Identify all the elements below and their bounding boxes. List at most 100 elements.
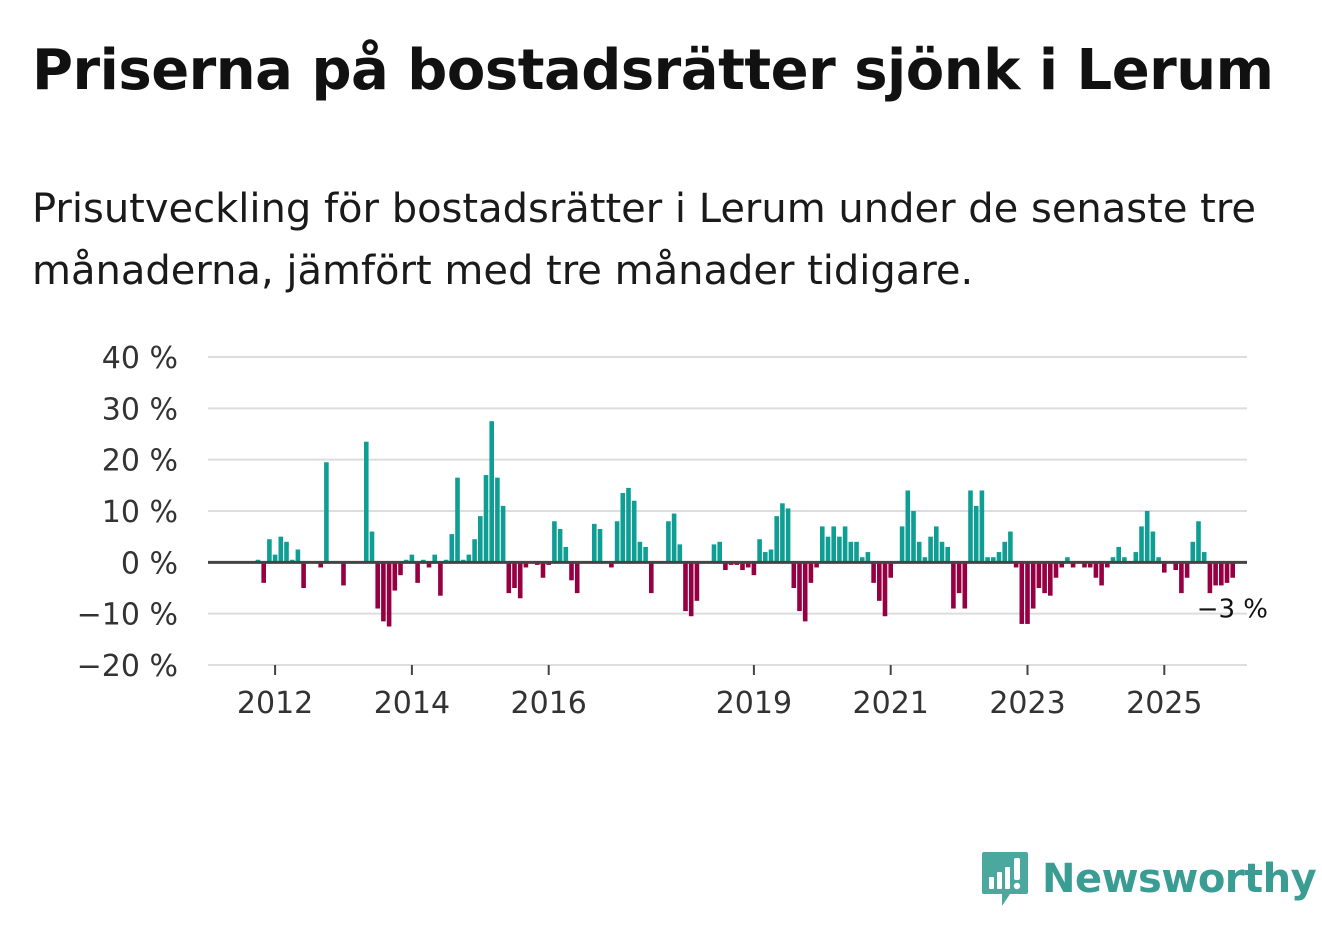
bar (1048, 562, 1053, 596)
bar (278, 536, 284, 563)
bar (711, 544, 717, 563)
bar (1042, 562, 1047, 594)
bar (916, 541, 922, 563)
bar (1224, 562, 1230, 583)
bar (683, 562, 688, 612)
bar (466, 554, 472, 563)
y-tick-label: −10 % (77, 598, 178, 633)
bar (1013, 562, 1019, 568)
x-tick-label: 2021 (853, 686, 929, 721)
bar (261, 562, 266, 583)
bar (569, 562, 574, 581)
bar (899, 526, 905, 563)
bar (1030, 562, 1036, 609)
bar (512, 562, 517, 588)
bar (557, 528, 563, 563)
y-tick-label: 40 % (102, 341, 178, 376)
bar (432, 554, 437, 563)
bar (1230, 562, 1235, 578)
bar (1019, 562, 1025, 624)
bar (694, 562, 700, 601)
bar (495, 477, 500, 563)
bar (1219, 562, 1224, 586)
bar (962, 562, 968, 609)
bar (882, 562, 888, 617)
bar (859, 557, 865, 563)
newsworthy-logo-icon (982, 852, 1028, 906)
bar (449, 534, 455, 563)
bar (552, 521, 557, 563)
bar (1002, 541, 1007, 563)
y-axis-labels: 40 % 30 % 20 % 10 % 0 % −10 % −20 % (77, 341, 178, 684)
bar (489, 421, 494, 563)
bar (797, 562, 802, 612)
x-axis: 2012 2014 2016 2019 2021 2023 2025 (237, 665, 1202, 721)
bar (386, 562, 392, 627)
bar (973, 505, 979, 563)
bar (717, 541, 722, 563)
bar (820, 526, 825, 563)
bar (688, 562, 694, 617)
bar (922, 557, 928, 563)
bar (1093, 562, 1099, 578)
bar (842, 526, 848, 563)
bar (500, 505, 506, 563)
bars (255, 421, 1235, 627)
bar (284, 541, 289, 563)
bar (597, 528, 603, 563)
bar (592, 523, 597, 563)
bar (768, 549, 774, 563)
bar (483, 475, 489, 563)
bar (905, 490, 911, 563)
bar (740, 562, 745, 571)
chart-subtitle: Prisutveckling för bostadsrätter i Lerum… (32, 186, 1257, 294)
bar (426, 562, 432, 568)
y-tick-label: 30 % (102, 392, 178, 427)
bar (825, 536, 831, 563)
y-tick-label: 0 % (121, 546, 178, 581)
bar (409, 554, 415, 563)
bar (626, 487, 631, 563)
bar (364, 441, 369, 563)
bar (649, 562, 654, 594)
x-tick-label: 2012 (237, 686, 313, 721)
y-tick-label: −20 % (77, 649, 178, 684)
bar (677, 544, 683, 563)
bar (301, 562, 306, 588)
bar (763, 552, 768, 563)
bar (1133, 552, 1139, 563)
bar (1059, 562, 1064, 568)
bar (1196, 521, 1201, 563)
bar (1213, 562, 1218, 586)
brand-logo: Newsworthy (980, 850, 1317, 908)
bar (506, 562, 512, 594)
bar (295, 549, 301, 563)
bar (939, 541, 945, 563)
bar (643, 546, 648, 563)
bar (968, 490, 973, 563)
bar (415, 562, 420, 583)
brand-name: Newsworthy (1042, 856, 1317, 902)
bar (854, 541, 859, 563)
bar (745, 562, 751, 568)
bar (1025, 562, 1030, 624)
bar (614, 521, 620, 563)
bar (540, 562, 546, 578)
bar (877, 562, 882, 601)
bar (1105, 562, 1110, 568)
bar (272, 554, 278, 563)
bar (865, 552, 871, 563)
bar (945, 546, 950, 563)
bar (666, 521, 671, 563)
x-tick-label: 2023 (989, 686, 1065, 721)
bar (848, 541, 854, 563)
bar (1156, 557, 1161, 563)
chart-title: Priserna på bostadsrätter sjönk i Lerum (32, 38, 1274, 103)
bar (517, 562, 523, 599)
bar (774, 516, 779, 563)
bar (996, 552, 1002, 563)
bar (808, 562, 814, 583)
bar (324, 462, 329, 563)
bar (1150, 531, 1156, 563)
bar (472, 539, 477, 563)
